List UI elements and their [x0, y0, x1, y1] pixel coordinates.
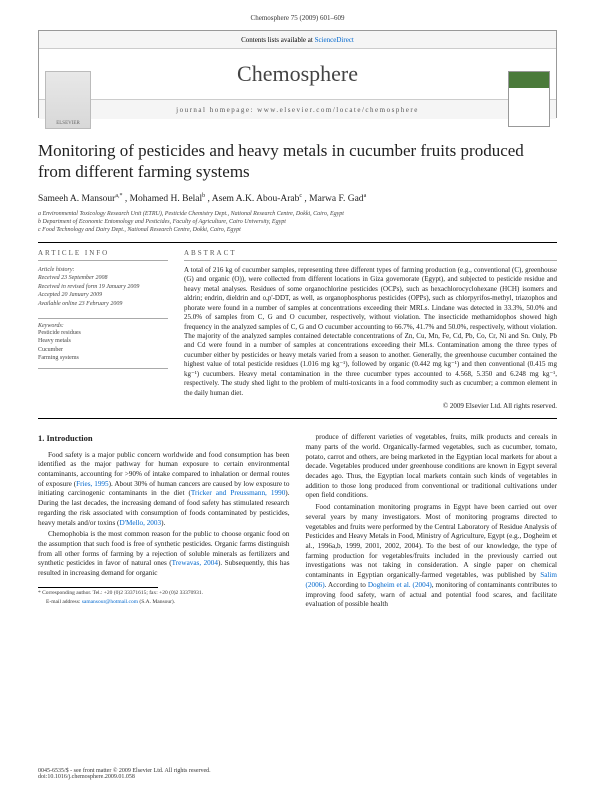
history-accepted: Accepted 20 January 2009 [38, 291, 168, 299]
keyword-2: Heavy metals [38, 337, 168, 345]
keywords-end-rule [38, 368, 168, 369]
keyword-3: Cucumber [38, 346, 168, 354]
keywords-list: Pesticide residues Heavy metals Cucumber… [38, 329, 168, 363]
affiliation-b: b Department of Economic Entomology and … [38, 218, 557, 226]
running-head: Chemosphere 75 (2009) 601–609 [0, 0, 595, 22]
history-received: Received 23 September 2008 [38, 274, 168, 282]
author-1: Sameeh A. Mansour [38, 194, 115, 204]
article-history: Article history: Received 23 September 2… [38, 266, 168, 308]
ref-fries-1995[interactable]: Fries, 1995 [76, 480, 108, 488]
abstract-column: ABSTRACT A total of 216 kg of cucumber s… [184, 243, 557, 410]
section-1-heading: 1. Introduction [38, 433, 290, 444]
email-post: (S.A. Mansour). [138, 599, 175, 605]
intro-para-2: Chemophobia is the most common reason fo… [38, 530, 290, 579]
elsevier-logo-text: ELSEVIER [46, 121, 90, 126]
journal-cover-thumbnail [508, 71, 550, 127]
keyword-1: Pesticide residues [38, 329, 168, 337]
author-1-affil: a,* [115, 193, 122, 199]
corresponding-author-note: * Corresponding author. Tel.: +20 (0)2 3… [38, 590, 290, 597]
abstract-copyright: © 2009 Elsevier Ltd. All rights reserved… [184, 402, 557, 410]
author-2-affil: b [202, 193, 205, 199]
intro-para-4: Food contamination monitoring programs i… [306, 503, 558, 610]
history-label: Article history: [38, 266, 168, 274]
author-email-link[interactable]: samansour@hotmail.com [82, 599, 138, 605]
article-info-column: ARTICLE INFO Article history: Received 2… [38, 243, 168, 410]
sciencedirect-link[interactable]: ScienceDirect [315, 36, 354, 44]
intro-para-1: Food safety is a major public concern wo… [38, 451, 290, 529]
doi-line: doi:10.1016/j.chemosphere.2009.01.058 [38, 774, 557, 780]
elsevier-logo: ELSEVIER [45, 71, 91, 129]
history-revised: Received in revised form 19 January 2009 [38, 283, 168, 291]
keyword-4: Farming systems [38, 354, 168, 362]
journal-masthead: Contents lists available at ScienceDirec… [38, 30, 557, 118]
abstract-rule [38, 418, 557, 419]
journal-name: Chemosphere [39, 49, 556, 87]
author-list: Sameeh A. Mansoura,* , Mohamed H. Belalb… [38, 193, 557, 204]
abstract-text: A total of 216 kg of cucumber samples, r… [184, 266, 557, 398]
journal-title-row: ELSEVIER Chemosphere [39, 49, 556, 99]
email-note: E-mail address: samansour@hotmail.com (S… [38, 599, 290, 606]
footnote-rule [38, 587, 158, 588]
article-info-head: ARTICLE INFO [38, 249, 168, 261]
p1-text-d: ). [161, 519, 165, 527]
p4-text-b: . According to [325, 581, 368, 589]
author-4: , Marwa F. Gad [304, 194, 363, 204]
body-two-column: 1. Introduction Food safety is a major p… [38, 433, 557, 610]
article-title: Monitoring of pesticides and heavy metal… [38, 140, 557, 183]
affiliations: a Environmental Toxicology Research Unit… [38, 210, 557, 234]
page-footer: 0045-6535/$ - see front matter © 2009 El… [38, 768, 557, 780]
ref-trewavas-2004[interactable]: Trewavas, 2004 [172, 559, 218, 567]
affiliation-c: c Food Technology and Dairy Dept., Natio… [38, 226, 557, 234]
contents-line: Contents lists available at ScienceDirec… [39, 31, 556, 49]
author-2: , Mohamed H. Belal [125, 194, 202, 204]
affiliation-a: a Environmental Toxicology Research Unit… [38, 210, 557, 218]
ref-dmello-2003[interactable]: D'Mello, 2003 [119, 519, 161, 527]
history-online: Available online 23 February 2009 [38, 300, 168, 308]
ref-tricker-1990[interactable]: Tricker and Preussmann, 1990 [191, 489, 285, 497]
email-label: E-mail address: [46, 599, 82, 605]
author-4-affil: a [364, 193, 367, 199]
abstract-head: ABSTRACT [184, 249, 557, 261]
keywords-head: Keywords: [38, 318, 168, 329]
intro-para-3: produce of different varieties of vegeta… [306, 433, 558, 501]
journal-homepage: journal homepage: www.elsevier.com/locat… [39, 99, 556, 119]
p4-text-a: Food contamination monitoring programs i… [306, 503, 558, 579]
author-3: , Asem A.K. Abou-Arab [208, 194, 300, 204]
author-3-affil: c [299, 193, 302, 199]
ref-dogheim-2004[interactable]: Dogheim et al. (2004) [368, 581, 432, 589]
contents-text: Contents lists available at [241, 36, 315, 44]
